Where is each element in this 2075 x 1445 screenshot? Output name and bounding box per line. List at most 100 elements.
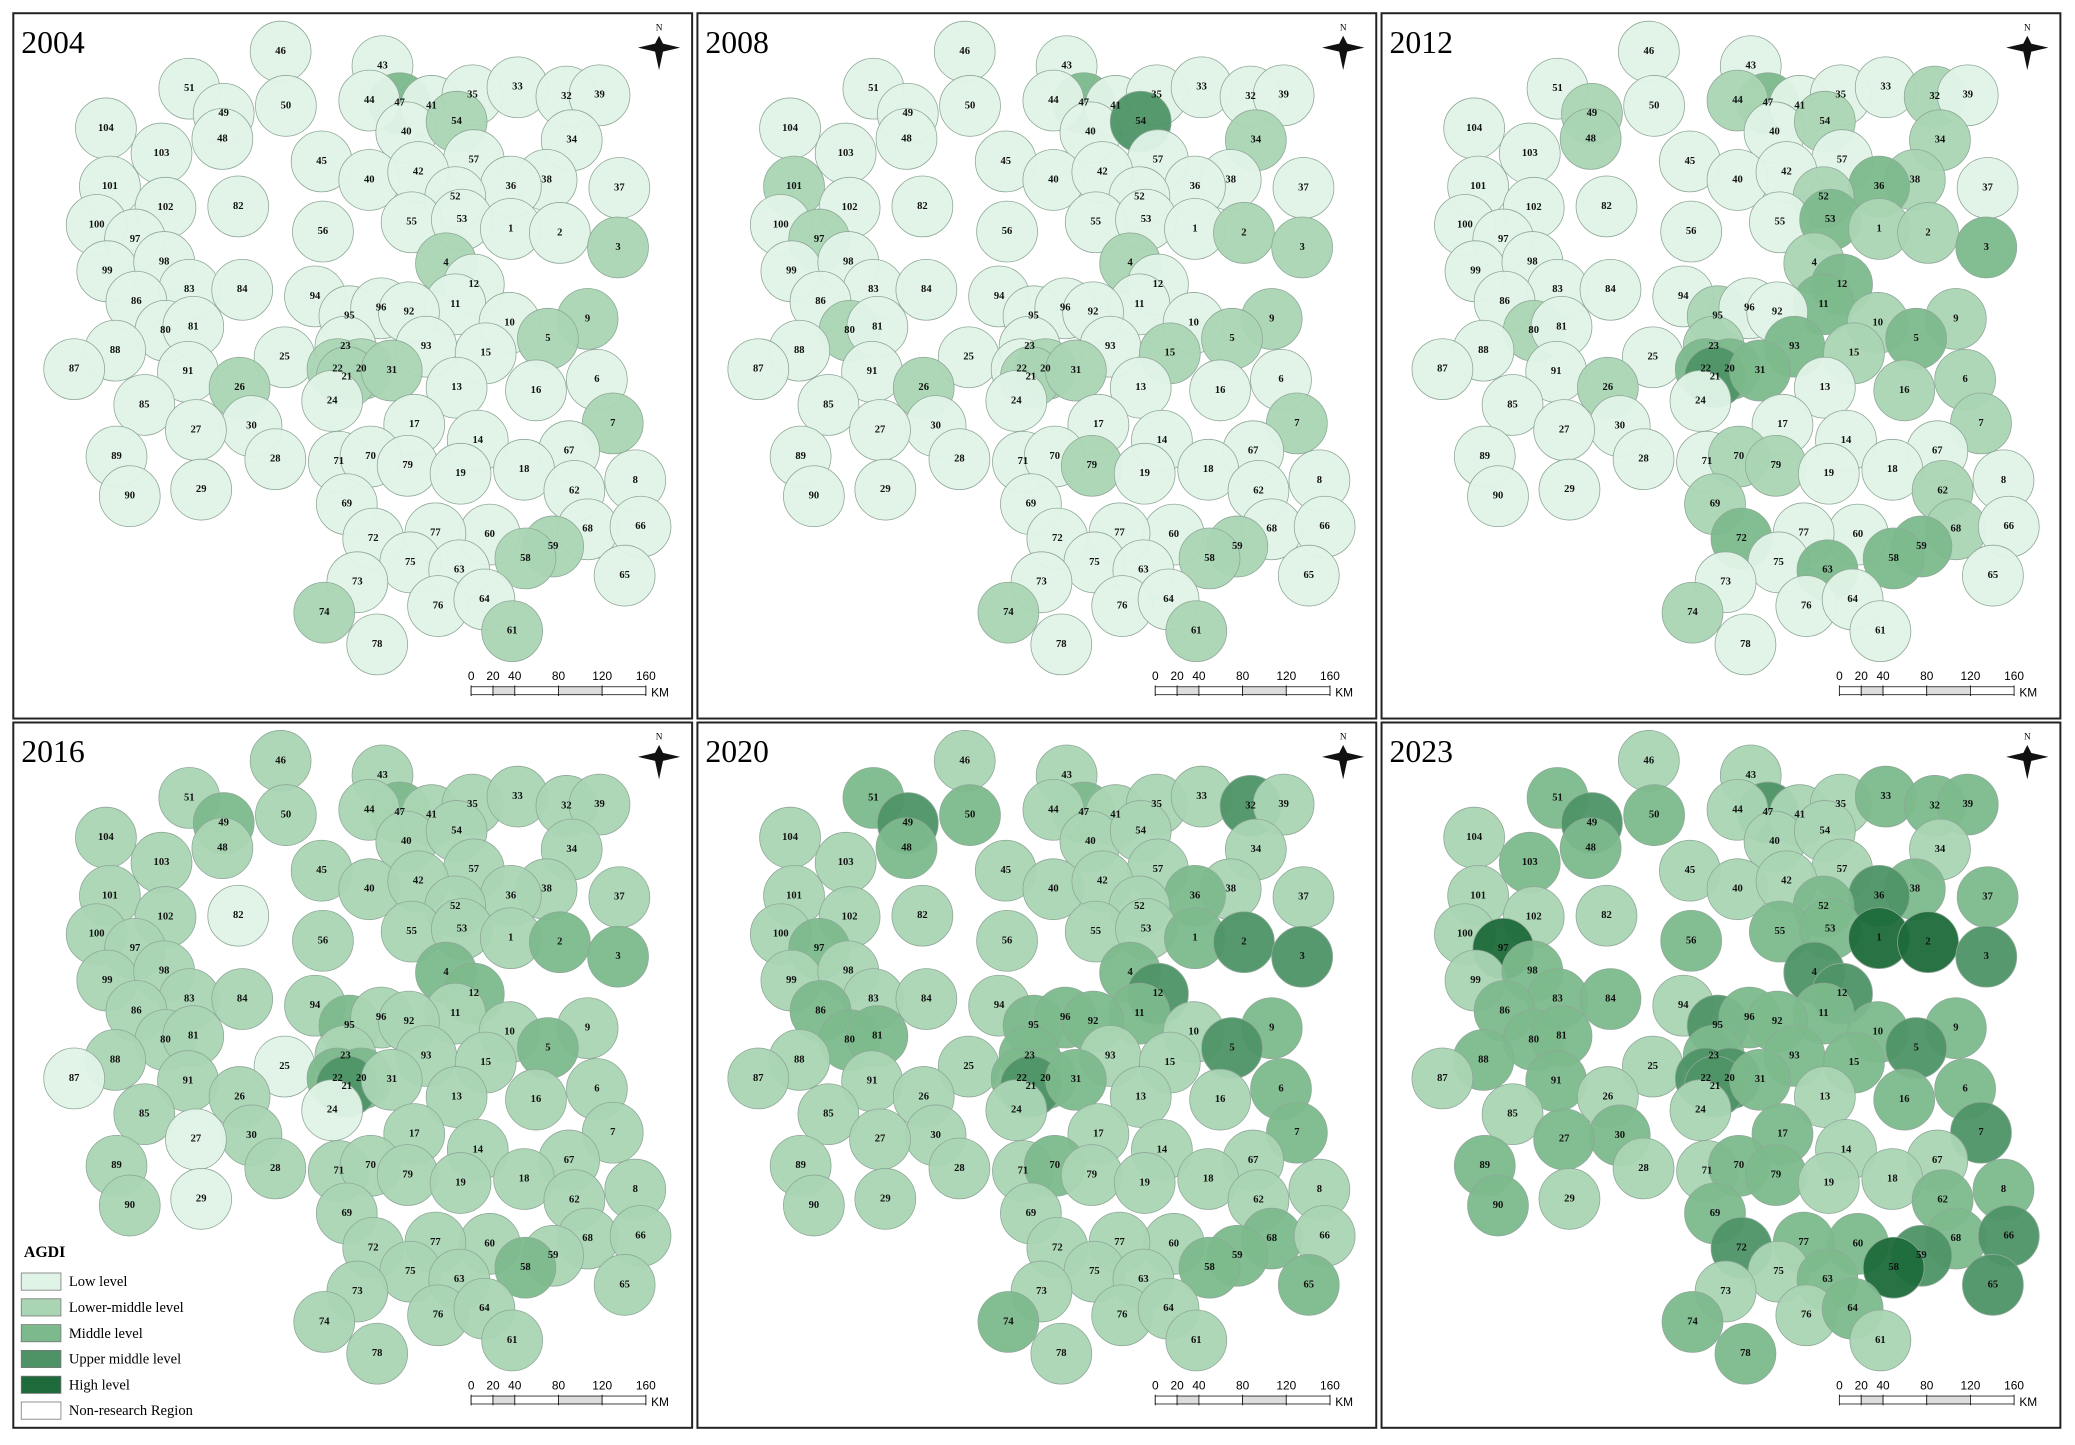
region [255,75,317,137]
scale-label: 80 [1920,1378,1934,1392]
region-label: 48 [1585,133,1596,144]
region-label: 99 [102,266,113,277]
region-label: 22 [332,1073,343,1084]
region-label: 26 [918,382,929,393]
region-label: 19 [1139,1177,1150,1188]
region [1271,216,1333,279]
region-label: 62 [569,1195,580,1206]
region [528,911,591,973]
region-label: 64 [1163,594,1174,605]
region-label: 30 [930,421,941,432]
region-label: 28 [1638,454,1649,465]
region-label: 27 [191,424,202,435]
region-label: 76 [1801,600,1812,611]
region-label: 71 [1702,456,1713,467]
region-label: 86 [1499,1005,1510,1016]
scale-label: 40 [1192,1378,1206,1392]
north-arrow [1322,744,1365,780]
region-label: 49 [903,817,914,828]
region [1559,108,1622,170]
region-label: 32 [1929,91,1940,102]
scale-label: 160 [636,669,656,683]
region [1045,339,1107,402]
region-label: 76 [1801,1310,1812,1321]
region [891,175,954,238]
region-label: 62 [1937,485,1948,496]
region-label: 2 [557,937,562,948]
region-label: 6 [1278,1083,1283,1094]
region-label: 34 [1935,844,1946,855]
legend-label: High level [69,1377,130,1393]
region-label: 33 [1880,82,1891,93]
region [293,1291,356,1353]
region-label: 33 [512,82,523,93]
region-label: 69 [341,1208,352,1219]
region-label: 54 [1820,116,1831,127]
region-label: 19 [1824,468,1835,479]
region-label: 78 [1056,1348,1067,1359]
region-label: 79 [1086,460,1097,471]
region [301,370,364,432]
region-label: 25 [963,352,974,363]
region-label: 93 [1789,341,1800,352]
region-label: 13 [451,382,462,393]
scale-segment [1176,686,1200,696]
region-label: 45 [1000,865,1011,876]
region-label: 6 [594,1083,599,1094]
region-label: 18 [519,1173,530,1184]
legend-swatch [20,1401,62,1420]
region-label: 15 [480,348,491,359]
region [854,1168,917,1230]
region [1178,1236,1241,1299]
region-label: 97 [1498,234,1509,245]
region-label: 98 [1527,256,1538,267]
region-label: 44 [1048,95,1059,106]
region [1559,817,1622,880]
region-label: 88 [1478,1054,1489,1065]
regions [1411,20,2040,676]
region-label: 72 [1736,533,1747,544]
region-label: 89 [795,1160,806,1171]
region-label: 31 [386,365,397,376]
region-label: 30 [1614,1130,1625,1141]
region-label: 40 [364,174,375,185]
region-label: 39 [1278,799,1289,810]
region-label: 15 [1849,1057,1860,1068]
region-label: 78 [1740,1348,1751,1359]
region-label: 17 [1777,1128,1788,1139]
region-label: 59 [548,541,559,552]
region-label: 59 [1232,1250,1243,1261]
region-label: 84 [921,993,932,1004]
legend-label: Low level [69,1274,128,1290]
region-label: 7 [610,418,616,429]
region-label: 71 [1702,1166,1713,1177]
region-label: 35 [1835,90,1846,101]
region-label: 38 [1225,884,1236,895]
region-label: 58 [1204,553,1215,564]
region-label: 16 [531,1094,542,1105]
region-label: 80 [160,325,171,336]
region-label: 72 [1052,533,1063,544]
region-label: 44 [1732,804,1743,815]
region-label: 68 [1266,524,1277,535]
region-label: 9 [1953,313,1958,324]
region-label: 73 [1720,577,1731,588]
region-label: 92 [1772,1016,1783,1027]
scale-label: 120 [1276,1378,1296,1392]
region-label: 49 [218,108,229,119]
region-label: 85 [1507,1109,1518,1120]
region-label: 104 [1466,123,1483,134]
region-label: 48 [217,843,228,854]
region-label: 4 [1127,967,1133,978]
region-label: 10 [1872,1027,1883,1038]
region-label: 11 [450,1008,460,1019]
north-label: N [656,23,663,33]
region-label: 82 [1601,910,1612,921]
region-label: 1 [1192,933,1197,944]
region [1411,1047,1474,1110]
region-label: 42 [1781,876,1792,887]
region-label: 67 [1932,446,1943,457]
region-label: 70 [1049,1160,1060,1171]
region-label: 66 [1319,1230,1330,1241]
